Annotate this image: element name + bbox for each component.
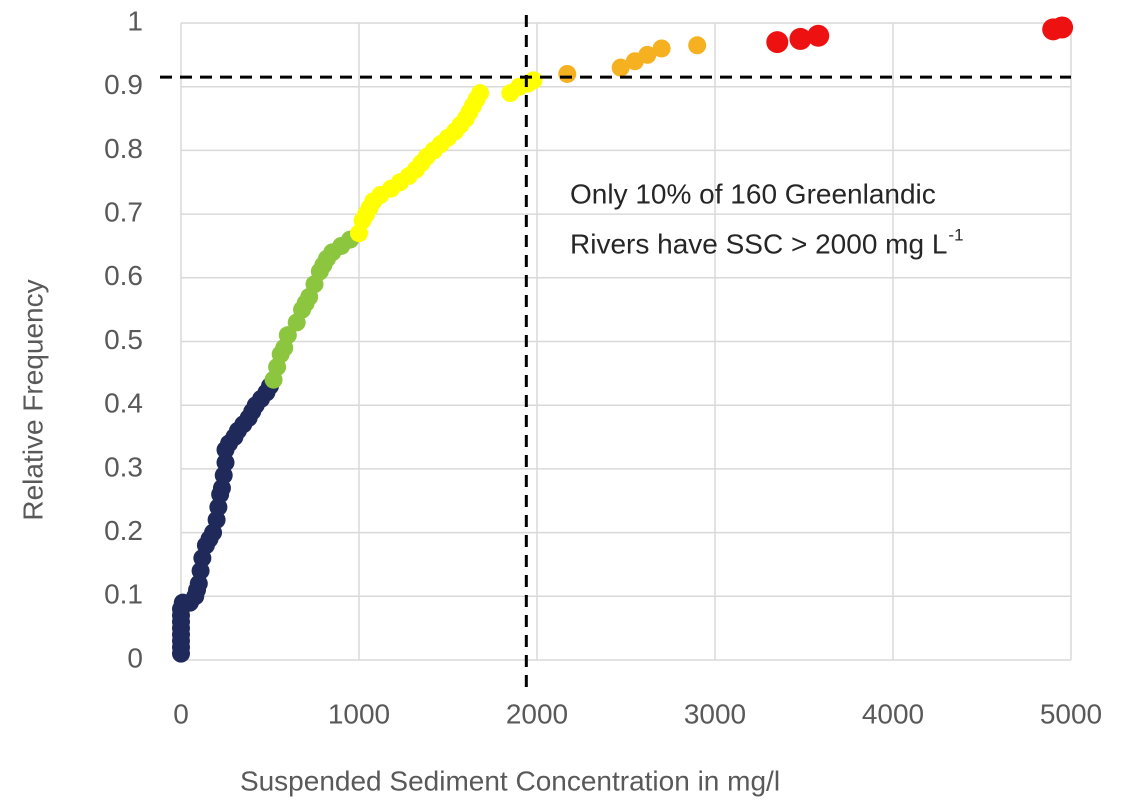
y-tick-label: 0.6 (104, 260, 143, 291)
y-tick-label: 0.3 (104, 451, 143, 482)
point (688, 36, 707, 55)
annotation: Rivers have SSC > 2000 mg L (570, 228, 947, 259)
point (1051, 16, 1074, 39)
x-tick-label: 5000 (1040, 698, 1102, 729)
point (216, 453, 235, 472)
point (558, 64, 577, 83)
point (789, 27, 812, 50)
x-tick-label: 0 (173, 698, 189, 729)
point (766, 31, 789, 54)
y-tick-label: 0.1 (104, 579, 143, 610)
annotation-superscript: -1 (948, 225, 963, 244)
y-tick-label: 0.4 (104, 388, 143, 419)
y-tick-label: 0.7 (104, 196, 143, 227)
point (807, 24, 830, 47)
point (638, 45, 657, 64)
point (652, 39, 671, 58)
y-tick-label: 1 (127, 5, 143, 36)
y-tick-label: 0.9 (104, 69, 143, 100)
y-axis-label: Relative Frequency (17, 279, 48, 520)
point (611, 58, 630, 77)
point (471, 84, 490, 103)
point (278, 326, 297, 345)
y-tick-label: 0.8 (104, 133, 143, 164)
y-tick-label: 0.2 (104, 515, 143, 546)
x-axis-label: Suspended Sediment Concentration in mg/l (240, 765, 780, 796)
x-tick-label: 2000 (506, 698, 568, 729)
annotation: Only 10% of 160 Greenlandic (570, 178, 936, 209)
x-tick-label: 1000 (328, 698, 390, 729)
y-tick-label: 0 (127, 642, 143, 673)
x-tick-label: 4000 (862, 698, 924, 729)
x-tick-label: 3000 (684, 698, 746, 729)
y-tick-label: 0.5 (104, 324, 143, 355)
